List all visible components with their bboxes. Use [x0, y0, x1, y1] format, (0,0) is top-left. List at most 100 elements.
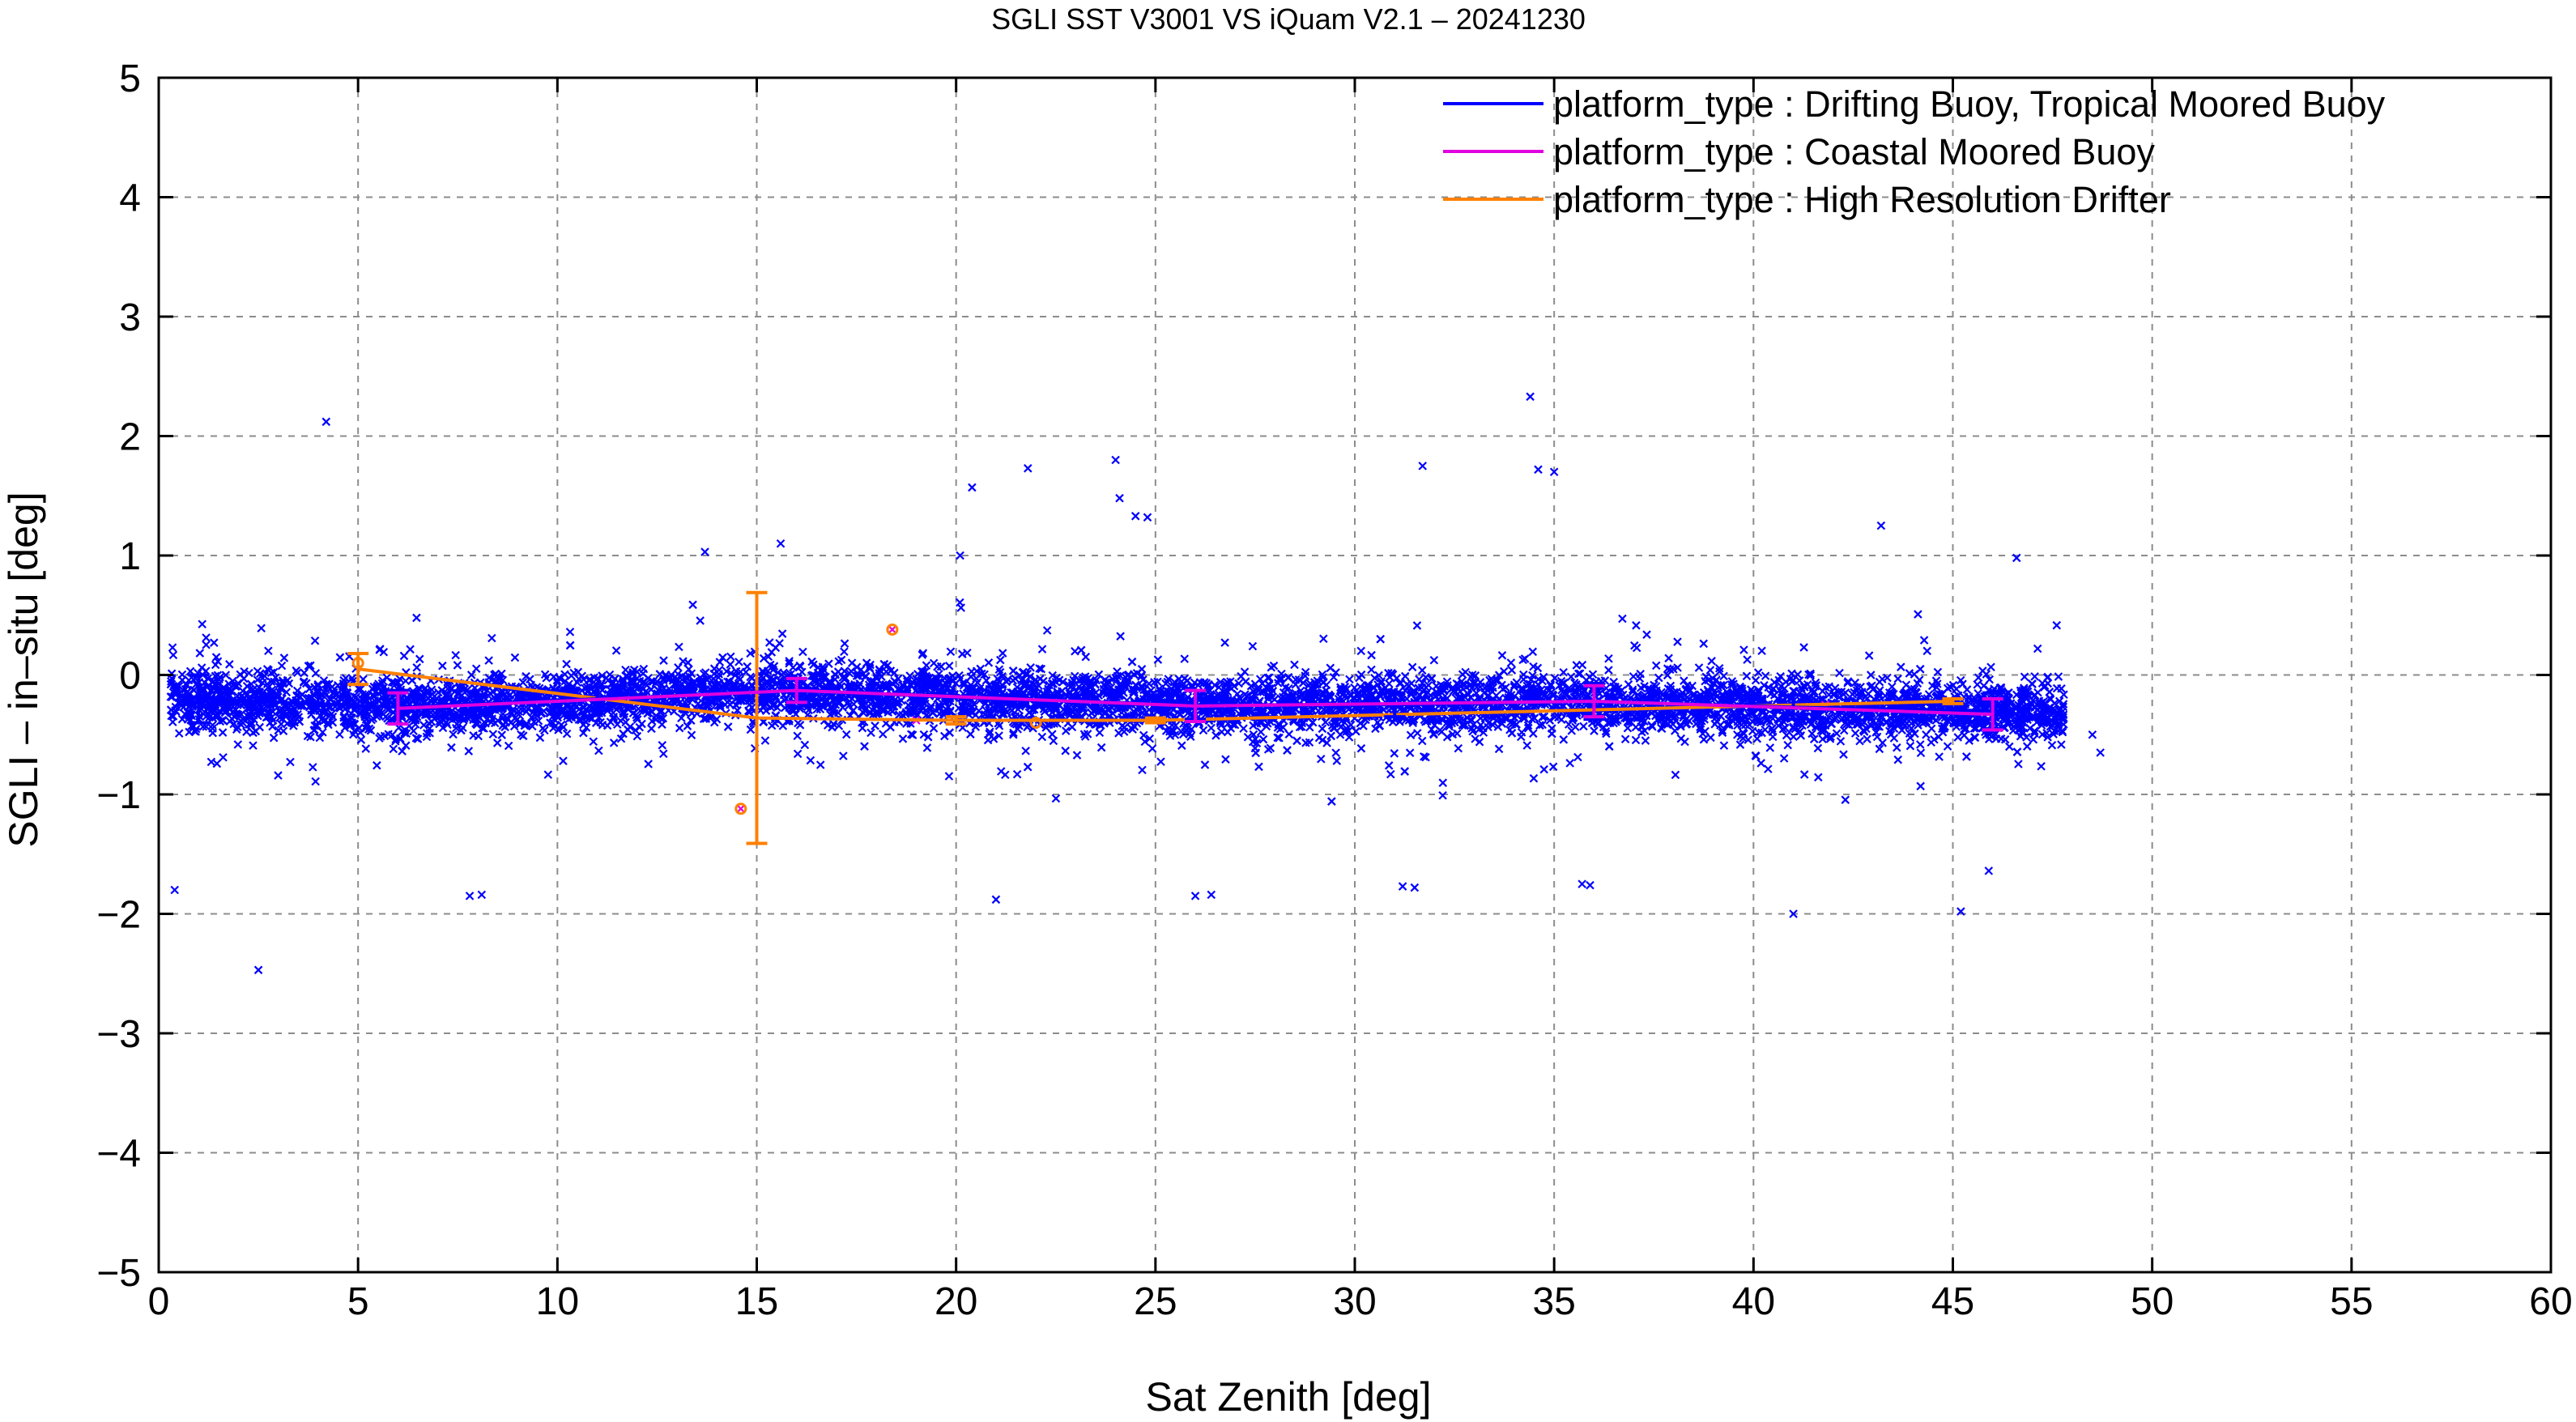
drifting-buoy-point [1916, 740, 1925, 749]
drifting-buoy-point [1405, 748, 1415, 757]
drifting-buoy-point [1207, 723, 1216, 733]
drifting-buoy-point [1960, 725, 1969, 734]
drifting-buoy-point [218, 728, 228, 737]
drifting-buoy-point [313, 721, 321, 730]
drifting-buoy-point [1035, 664, 1044, 673]
drifting-buoy-point [269, 733, 279, 743]
drifting-buoy-point [1216, 721, 1226, 730]
drifting-buoy-point [245, 668, 253, 678]
drifting-buoy-point [1875, 744, 1884, 754]
drifting-buoy-point [1673, 637, 1682, 646]
drifting-buoy-point [2020, 672, 2029, 682]
drifting-buoy-point [696, 616, 705, 625]
drifting-buoy-point [1356, 743, 1366, 753]
drifting-buoy-point [1211, 731, 1220, 740]
drifting-buoy-point [1742, 671, 1752, 681]
drifting-buoy-point [594, 746, 603, 756]
scatter-points [166, 392, 2105, 975]
drifting-buoy-point [1813, 743, 1823, 753]
drifting-buoy-point [826, 710, 835, 719]
drifting-buoy-point [535, 733, 545, 743]
drifting-buoy-point [2029, 734, 2038, 744]
drifting-buoy-point [1153, 655, 1163, 664]
drifting-buoy-point [528, 722, 537, 731]
drifting-buoy-point [1332, 756, 1342, 765]
drifting-buoy-point [908, 730, 918, 739]
drifting-buoy-point [984, 658, 994, 667]
drifting-buoy-point [1138, 765, 1147, 775]
drifting-buoy-point [1744, 735, 1753, 744]
drifting-buoy-point [675, 642, 683, 652]
drifting-buoy-point [1438, 778, 1448, 787]
drifting-buoy-point [2047, 740, 2057, 750]
drifting-buoy-point [1318, 724, 1327, 734]
drifting-buoy-point [659, 656, 668, 665]
drifting-buoy-point [1429, 655, 1439, 665]
drifting-buoy-point [1475, 737, 1484, 747]
drifting-buoy-point [304, 662, 313, 671]
drifting-buoy-point [1444, 720, 1454, 730]
drifting-buoy-point [335, 730, 344, 739]
drifting-buoy-point [1933, 667, 1943, 677]
drifting-buoy-point [608, 708, 618, 717]
drifting-buoy-point [994, 721, 1004, 730]
drifting-buoy-point [208, 721, 217, 730]
drifting-buoy-point [1145, 734, 1155, 743]
drifting-buoy-point [946, 647, 956, 657]
drifting-buoy-point [415, 654, 424, 664]
drifting-buoy-point [1893, 755, 1903, 764]
drifting-buoy-point [1618, 614, 1627, 624]
drifting-buoy-point [1694, 663, 1704, 672]
drifting-buoy-point [300, 668, 309, 678]
drifting-buoy-point [1254, 762, 1263, 772]
drifting-buoy-point [166, 692, 176, 701]
drifting-buoy-point [922, 743, 932, 752]
drifting-buoy-point [277, 661, 287, 671]
drifting-buoy-point [777, 629, 787, 638]
drifting-buoy-point [1377, 677, 1386, 686]
drifting-buoy-point [841, 730, 851, 739]
drifting-buoy-point [1590, 726, 1599, 735]
drifting-buoy-point [1561, 688, 1570, 697]
drifting-buoy-point [565, 628, 575, 636]
drifting-buoy-point [658, 713, 668, 723]
drifting-buoy-point [225, 660, 234, 669]
drifting-buoy-point [1863, 734, 1871, 743]
drifting-buoy-point [2052, 620, 2062, 630]
drifting-buoy-point [1170, 677, 1179, 687]
drifting-buoy-point [632, 731, 642, 741]
drifting-buoy-point [293, 668, 302, 678]
drifting-buoy-point [1699, 734, 1709, 744]
drifting-buoy-point [361, 744, 371, 753]
drifting-buoy-point [1602, 729, 1611, 739]
drifting-buoy-point [1875, 677, 1884, 687]
drifting-buoy-point [1061, 726, 1071, 735]
drifting-buoy-point [1048, 730, 1057, 739]
drifting-buoy-point [918, 650, 927, 659]
drifting-buoy-point [944, 772, 954, 781]
drifting-buoy-point [246, 720, 256, 730]
drifting-buoy-point [339, 711, 349, 721]
drifting-buoy-point [1234, 679, 1243, 688]
drifting-buoy-point [274, 771, 283, 780]
drifting-buoy-point [488, 730, 498, 739]
drifting-buoy-point [1319, 634, 1328, 644]
drifting-buoy-point [1284, 730, 1294, 739]
drifting-buoy-point [391, 734, 401, 744]
drifting-buoy-point [2030, 672, 2039, 681]
drifting-buoy-point [679, 657, 688, 666]
drifting-buoy-point [1757, 646, 1766, 656]
drifting-buoy-point [644, 760, 653, 768]
drifting-buoy-point [1523, 721, 1533, 730]
drifting-buoy-point [1400, 671, 1410, 681]
drifting-buoy-point [1539, 712, 1549, 722]
drifting-buoy-point [1345, 675, 1354, 684]
drifting-buoy-point [1539, 764, 1548, 774]
drifting-buoy-point [1922, 730, 1931, 739]
drifting-buoy-point [1471, 734, 1480, 743]
drifting-buoy-point [1118, 722, 1126, 730]
drifting-buoy-point [1305, 722, 1314, 732]
drifting-buoy-point [879, 730, 888, 739]
drifting-buoy-point [1632, 621, 1641, 630]
drifting-buoy-point [1935, 752, 1944, 761]
